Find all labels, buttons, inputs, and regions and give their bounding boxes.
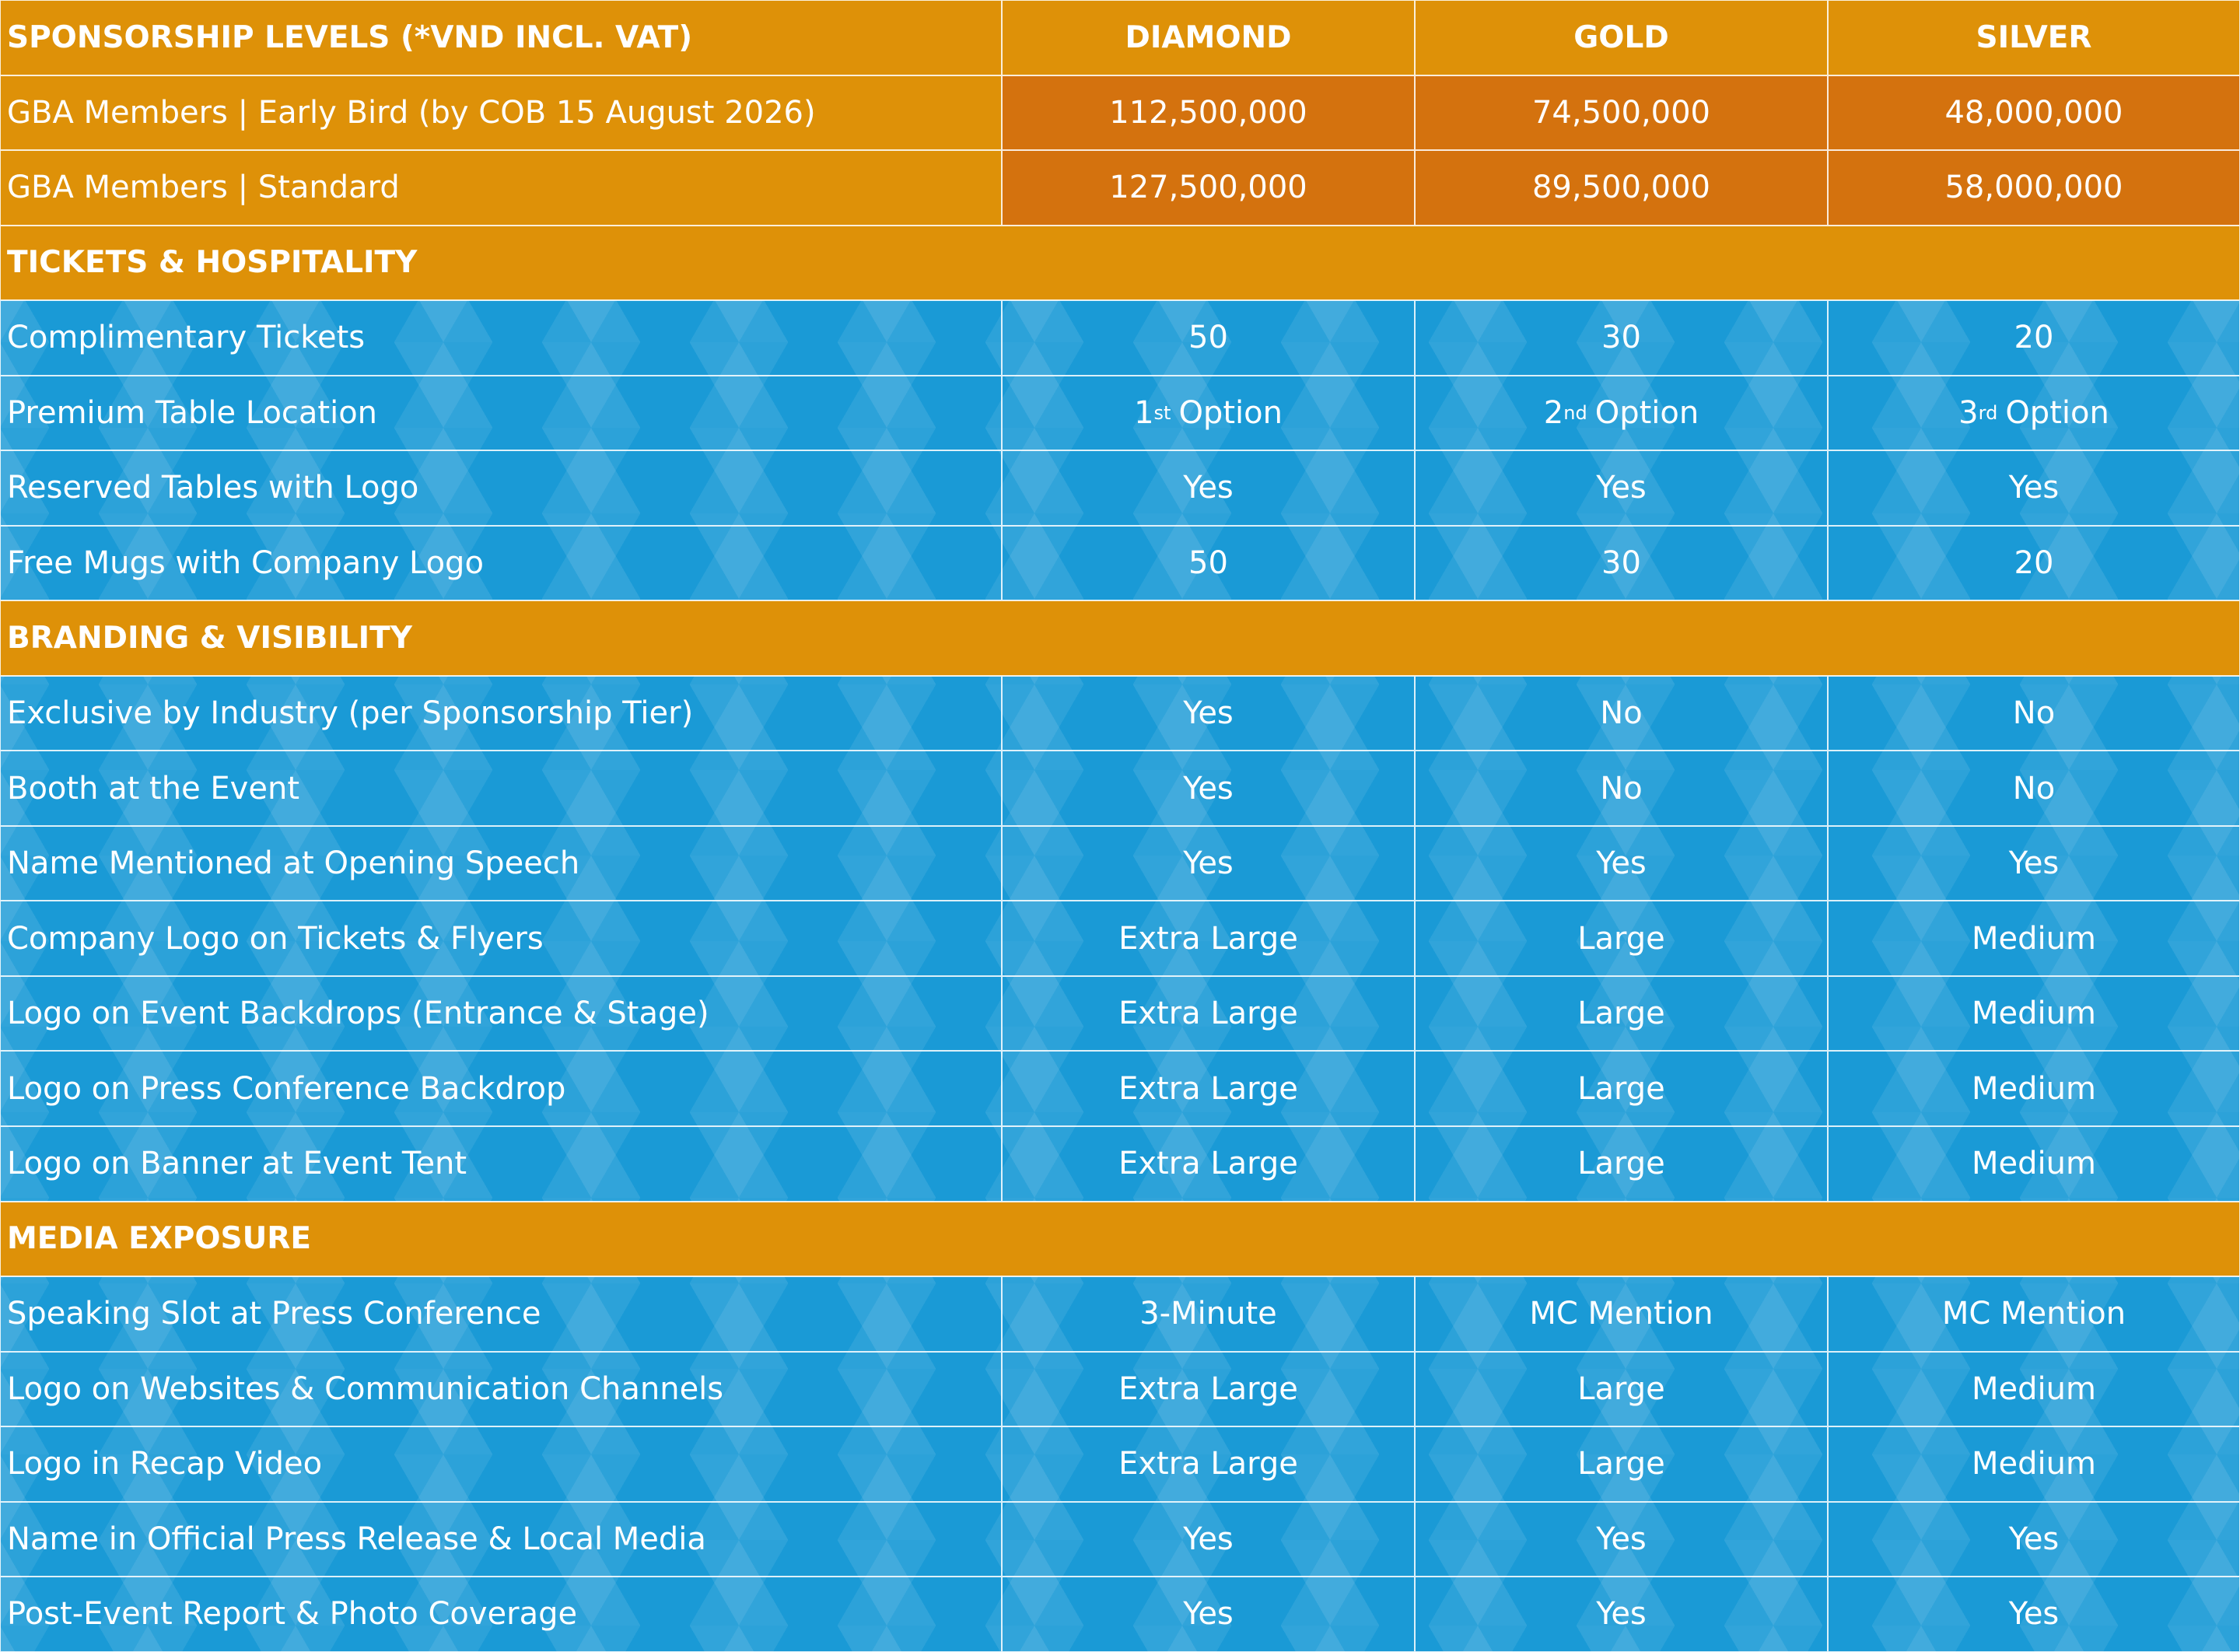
- benefit-cell: 30: [1415, 525, 1828, 601]
- benefit-cell: Medium: [1828, 1351, 2240, 1427]
- benefit-cell: Yes: [1828, 1501, 2240, 1577]
- benefit-cell: Large: [1415, 1125, 1828, 1202]
- price-cell: 74,500,000: [1415, 75, 1828, 151]
- row-label: Logo on Banner at Event Tent: [0, 1125, 1002, 1202]
- price-cell: 127,500,000: [1002, 150, 1415, 226]
- benefit-cell: Yes: [1415, 1501, 1828, 1577]
- price-cell: 48,000,000: [1828, 75, 2240, 151]
- benefit-cell: No: [1415, 751, 1828, 826]
- benefit-cell: Yes: [1002, 675, 1415, 751]
- benefit-cell: MC Mention: [1415, 1276, 1828, 1352]
- row-label: GBA Members | Standard: [0, 150, 1002, 226]
- benefit-cell: Large: [1415, 1426, 1828, 1502]
- header-cell: GOLD: [1415, 0, 1828, 75]
- row-label: Reserved Tables with Logo: [0, 450, 1002, 526]
- section-title: TICKETS & HOSPITALITY: [0, 225, 2240, 301]
- ordinal-suffix: st: [1153, 401, 1171, 424]
- benefit-cell: No: [1828, 751, 2240, 826]
- option-text: Option: [2005, 394, 2109, 431]
- header-cell: SILVER: [1828, 0, 2240, 75]
- row-label: Speaking Slot at Press Conference: [0, 1276, 1002, 1352]
- option-text: Option: [1594, 394, 1699, 431]
- row-label: Premium Table Location: [0, 375, 1002, 451]
- section-title: MEDIA EXPOSURE: [0, 1201, 2240, 1277]
- benefit-cell: Extra Large: [1002, 1426, 1415, 1502]
- row-label: Exclusive by Industry (per Sponsorship T…: [0, 675, 1002, 751]
- price-cell: 112,500,000: [1002, 75, 1415, 151]
- ordinal-suffix: nd: [1563, 401, 1587, 424]
- benefit-cell: 30: [1415, 300, 1828, 376]
- row-label: Logo on Press Conference Backdrop: [0, 1051, 1002, 1126]
- ordinal-suffix: rd: [1978, 401, 1998, 424]
- benefit-cell: Medium: [1828, 975, 2240, 1052]
- header-cell: SPONSORSHIP LEVELS (*VND INCL. VAT): [0, 0, 1002, 75]
- row-label: Name in Official Press Release & Local M…: [0, 1501, 1002, 1577]
- ordinal-number: 2: [1543, 394, 1564, 431]
- benefit-cell: Large: [1415, 901, 1828, 976]
- row-label: Logo in Recap Video: [0, 1426, 1002, 1502]
- ordinal-number: 1: [1134, 394, 1154, 431]
- row-label: Logo on Websites & Communication Channel…: [0, 1351, 1002, 1427]
- benefit-cell: No: [1828, 675, 2240, 751]
- benefit-cell: Yes: [1828, 450, 2240, 526]
- row-label: Free Mugs with Company Logo: [0, 525, 1002, 601]
- benefit-cell: 50: [1002, 300, 1415, 376]
- benefit-cell: No: [1415, 675, 1828, 751]
- benefit-cell: 3-Minute: [1002, 1276, 1415, 1352]
- benefit-cell: Yes: [1002, 1577, 1415, 1652]
- benefit-cell: Large: [1415, 975, 1828, 1052]
- benefit-cell: Extra Large: [1002, 1125, 1415, 1202]
- benefit-cell: Medium: [1828, 901, 2240, 976]
- option-text: Option: [1178, 394, 1283, 431]
- benefit-cell: Yes: [1828, 1577, 2240, 1652]
- section-title: BRANDING & VISIBILITY: [0, 600, 2240, 676]
- benefit-cell: Large: [1415, 1351, 1828, 1427]
- benefit-cell: Yes: [1002, 751, 1415, 826]
- ordinal-number: 3: [1958, 394, 1979, 431]
- benefit-cell: Medium: [1828, 1426, 2240, 1502]
- benefit-cell: Extra Large: [1002, 901, 1415, 976]
- row-label: Booth at the Event: [0, 751, 1002, 826]
- benefit-cell: Yes: [1415, 1577, 1828, 1652]
- row-label: Company Logo on Tickets & Flyers: [0, 901, 1002, 976]
- benefit-cell: Yes: [1002, 450, 1415, 526]
- row-label: GBA Members | Early Bird (by COB 15 Augu…: [0, 75, 1002, 151]
- row-label: Complimentary Tickets: [0, 300, 1002, 376]
- benefit-cell: Extra Large: [1002, 1351, 1415, 1427]
- benefit-cell: Extra Large: [1002, 1051, 1415, 1126]
- benefit-cell: Large: [1415, 1051, 1828, 1126]
- benefit-cell: Yes: [1415, 825, 1828, 901]
- benefit-cell: Medium: [1828, 1125, 2240, 1202]
- row-label: Post-Event Report & Photo Coverage: [0, 1577, 1002, 1652]
- benefit-cell: Medium: [1828, 1051, 2240, 1126]
- benefit-cell: Extra Large: [1002, 975, 1415, 1052]
- benefit-cell: 20: [1828, 525, 2240, 601]
- benefit-cell: Yes: [1828, 825, 2240, 901]
- price-cell: 89,500,000: [1415, 150, 1828, 226]
- benefit-cell: Yes: [1002, 1501, 1415, 1577]
- row-label: Name Mentioned at Opening Speech: [0, 825, 1002, 901]
- row-label: Logo on Event Backdrops (Entrance & Stag…: [0, 975, 1002, 1052]
- benefit-cell: 20: [1828, 300, 2240, 376]
- benefit-cell: Yes: [1415, 450, 1828, 526]
- price-cell: 58,000,000: [1828, 150, 2240, 226]
- benefit-cell: MC Mention: [1828, 1276, 2240, 1352]
- benefit-cell: 50: [1002, 525, 1415, 601]
- benefit-cell: Yes: [1002, 825, 1415, 901]
- header-cell: DIAMOND: [1002, 0, 1415, 75]
